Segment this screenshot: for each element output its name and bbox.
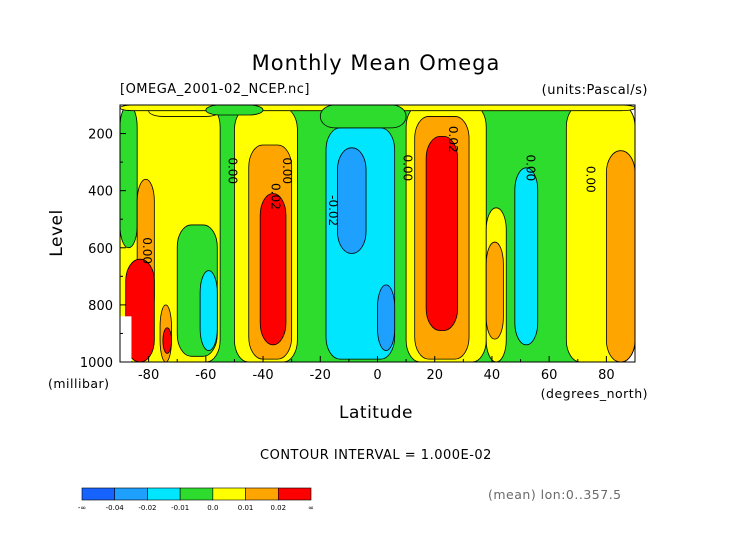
contour-label: 0.00 [226, 157, 240, 184]
y-axis-ticks: 200 400 600 800 1000 [80, 104, 126, 371]
x-tick-label: -40 [252, 368, 273, 383]
colorbar-swatch [147, 487, 181, 501]
contour-label: 0.00 [280, 157, 294, 184]
colorbar-swatch [277, 487, 312, 501]
plot-area [120, 105, 635, 362]
contour-label: -0.02 [326, 195, 340, 226]
region-cyan [199, 270, 218, 351]
colorbar-swatch [81, 487, 116, 501]
region-green [120, 105, 138, 249]
colorbar-label: -0.04 [106, 504, 125, 512]
region-green [205, 105, 264, 116]
contour-label: 0.00 [523, 154, 537, 181]
contour-label: 0.00 [583, 166, 597, 193]
x-tick-label: -80 [138, 368, 159, 383]
colorbar-label: ∞ [308, 504, 314, 512]
colorbar-label: -0.02 [138, 504, 156, 512]
x-tick-label: 0 [373, 368, 381, 383]
x-axis-ticks: -80 -60 -40 -20 0 20 40 60 80 [119, 356, 636, 383]
colorbar-label: 0.0 [207, 504, 218, 512]
footnote: (mean) lon:0..357.5 [488, 487, 622, 502]
x-axis-title: Latitude [339, 403, 413, 423]
colorbar-label: 0.02 [270, 504, 286, 512]
units-label: (units:Pascal/s) [542, 83, 648, 98]
contour-interval-text: CONTOUR INTERVAL = 1.000E-02 [260, 448, 492, 463]
contour-label: 0.00 [400, 154, 414, 181]
y-tick-label: 600 [88, 242, 113, 257]
colorbar [81, 487, 312, 501]
colorbar-label: -∞ [78, 504, 86, 512]
region-red [259, 193, 287, 346]
y-axis-unit: (millibar) [48, 376, 110, 391]
y-tick-label: 400 [88, 185, 113, 200]
missing-data-patch [120, 316, 132, 362]
y-tick-label: 200 [88, 128, 113, 143]
contour-label: 0.00 [140, 237, 154, 264]
x-tick-label: -60 [195, 368, 216, 383]
colorbar-label: 0.01 [238, 504, 254, 512]
file-label: [OMEGA_2001-02_NCEP.nc] [120, 82, 310, 97]
x-tick-label: 60 [541, 368, 558, 383]
colorbar-swatch [114, 487, 148, 501]
colorbar-swatch [245, 487, 279, 501]
region-blue [337, 147, 367, 254]
region-red [162, 327, 172, 354]
region-green [319, 105, 407, 129]
region-red [425, 136, 459, 331]
colorbar-swatch [179, 487, 214, 501]
region-red [125, 258, 155, 362]
y-axis-title: Level [47, 209, 67, 256]
region-orange [485, 241, 504, 340]
contour-label: 0.02 [446, 126, 460, 153]
x-tick-label: 20 [426, 368, 443, 383]
region-cyan [514, 167, 539, 346]
region-blue [377, 284, 396, 351]
x-tick-label: 80 [598, 368, 615, 383]
x-tick-label: 40 [484, 368, 501, 383]
y-tick-label: 800 [88, 299, 113, 314]
colorbar-labels: -∞ -0.04 -0.02 -0.01 0.0 0.01 0.02 ∞ [78, 504, 314, 512]
chart-title: Monthly Mean Omega [252, 51, 501, 75]
region-orange [605, 150, 635, 362]
x-axis-unit: (degrees_north) [541, 386, 648, 401]
x-tick-label: -20 [310, 368, 331, 383]
contour-labels: 0.00 0.00 0.00 0.00 0.00 0.00 -0.02 0.02 0.02 [140, 126, 597, 264]
colorbar-label: -0.01 [171, 504, 189, 512]
y-tick-label: 1000 [80, 356, 113, 371]
contour-label: 0.02 [269, 183, 283, 210]
colorbar-swatch [212, 487, 246, 501]
